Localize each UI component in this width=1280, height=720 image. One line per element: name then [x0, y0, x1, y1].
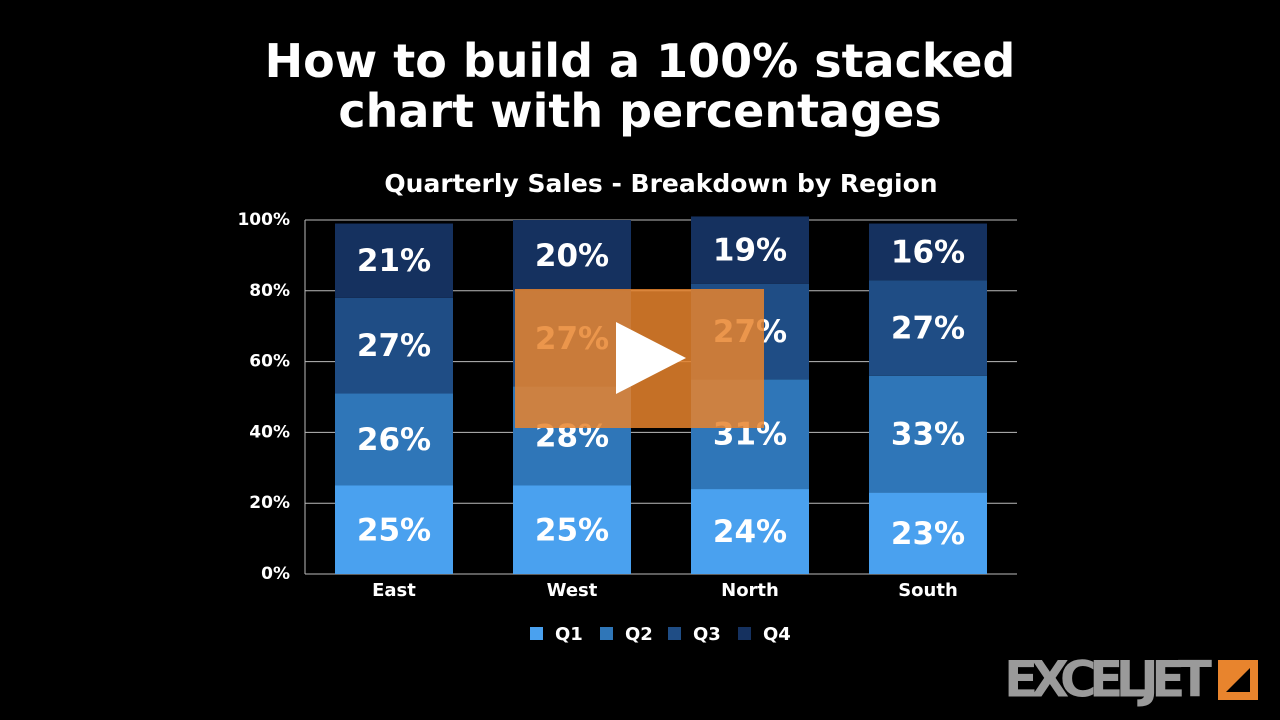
legend-label: Q3 — [693, 624, 721, 645]
data-label: 16% — [891, 234, 965, 270]
bar-segment — [869, 375, 987, 493]
x-tick-label: West — [547, 580, 598, 601]
data-label: 25% — [357, 512, 431, 548]
data-label: 21% — [357, 243, 431, 279]
y-tick-label: 40% — [249, 422, 290, 442]
bar-segment — [869, 492, 987, 574]
legend-swatch — [738, 627, 751, 640]
data-label: 26% — [357, 422, 431, 458]
x-tick-label: North — [721, 580, 779, 601]
bar-segment — [513, 485, 631, 574]
logo-arrow — [1226, 668, 1250, 692]
bar-segment — [335, 223, 453, 298]
page-title: How to build a 100% stacked chart with p… — [264, 34, 1016, 138]
legend-label: Q1 — [555, 624, 583, 645]
data-label: 27% — [891, 310, 965, 346]
bar-segment — [335, 393, 453, 486]
bar-segment — [691, 216, 809, 284]
bar-segment — [691, 489, 809, 574]
chart-title: Quarterly Sales - Breakdown by Region — [384, 169, 937, 198]
play-icon — [616, 322, 686, 394]
bar-segment — [335, 297, 453, 394]
bar-segment — [335, 485, 453, 574]
data-label: 19% — [713, 233, 787, 269]
legend-swatch — [530, 627, 543, 640]
bar-segment — [513, 220, 631, 291]
legend-swatch — [668, 627, 681, 640]
data-label: 33% — [891, 417, 965, 453]
data-label: 27% — [357, 328, 431, 364]
data-label: 23% — [891, 516, 965, 552]
bar-segment — [869, 223, 987, 281]
legend-swatch — [600, 627, 613, 640]
x-tick-label: East — [372, 580, 416, 601]
y-tick-label: 60% — [249, 352, 290, 372]
y-tick-label: 20% — [249, 493, 290, 513]
data-label: 20% — [535, 238, 609, 274]
y-tick-label: 0% — [261, 564, 290, 584]
bar-segment — [869, 280, 987, 376]
data-label: 25% — [535, 512, 609, 548]
legend-label: Q2 — [625, 624, 653, 645]
x-tick-label: South — [898, 580, 958, 601]
y-tick-label: 80% — [249, 281, 290, 301]
legend-label: Q4 — [763, 624, 791, 645]
logo: EXCELJET — [1004, 651, 1212, 709]
data-label: 24% — [713, 514, 787, 550]
y-tick-label: 100% — [237, 210, 290, 230]
